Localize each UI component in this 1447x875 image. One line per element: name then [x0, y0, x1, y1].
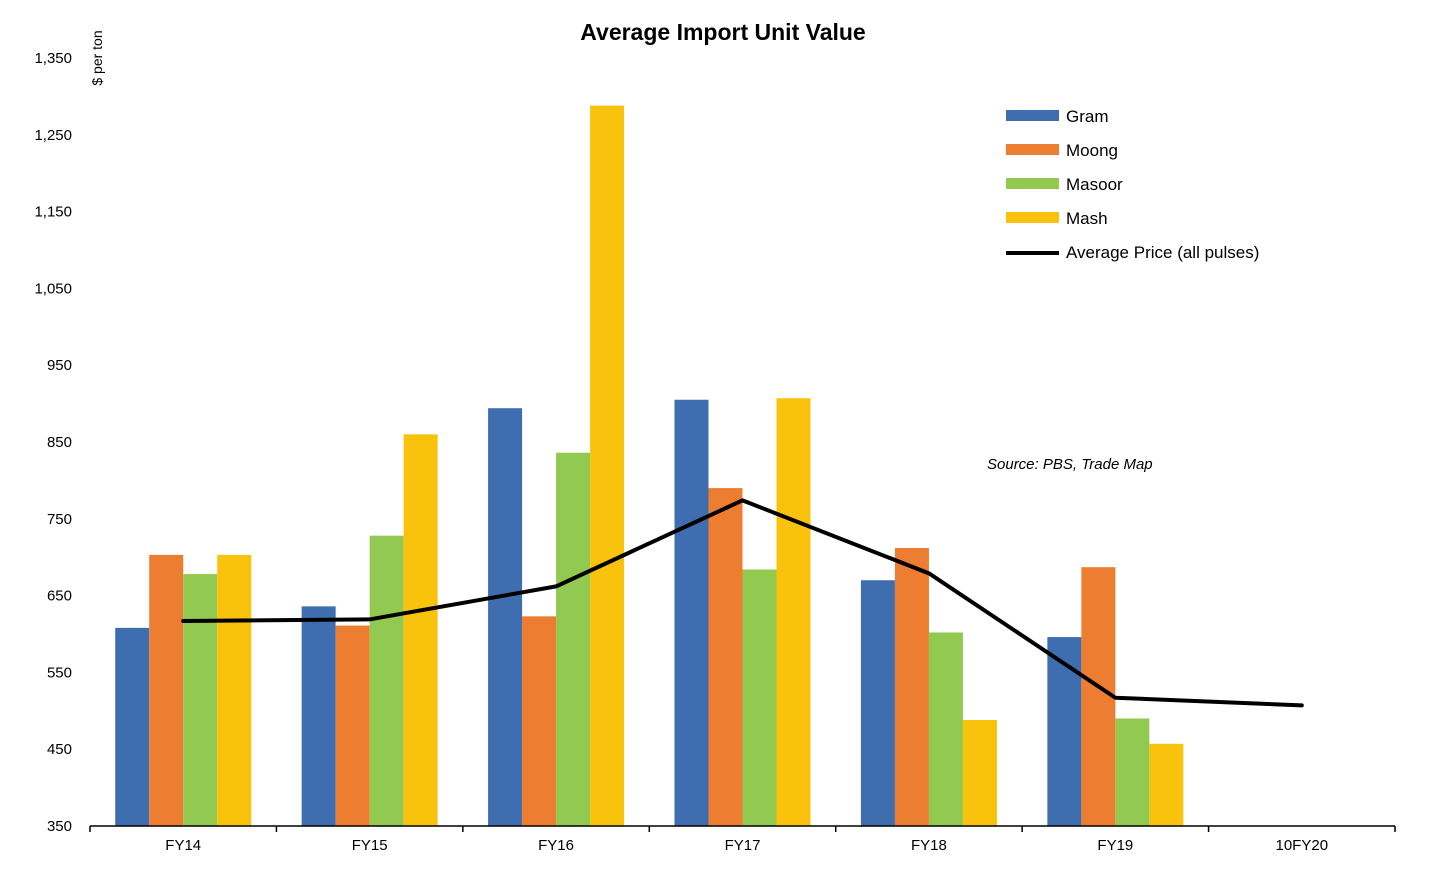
bar-gram-fy14: [115, 627, 150, 826]
legend-swatch-mash: [1006, 212, 1059, 223]
bar-gram-fy17: [674, 399, 709, 826]
y-tick-label: 550: [47, 664, 72, 681]
legend-label-gram: Gram: [1066, 107, 1109, 126]
bar-mash-fy18: [962, 720, 997, 826]
bar-moong-fy16: [522, 616, 557, 826]
bar-masoor-fy19: [1115, 718, 1150, 826]
chart-title: Average Import Unit Value: [580, 19, 865, 45]
bar-moong-fy14: [149, 554, 184, 826]
bar-masoor-fy15: [369, 535, 404, 826]
bar-masoor-fy18: [928, 632, 963, 826]
bar-gram-fy19: [1047, 637, 1082, 826]
x-tick-label: FY18: [911, 837, 947, 854]
y-tick-label: 650: [47, 588, 72, 605]
bar-masoor-fy16: [556, 452, 591, 826]
legend-label-moong: Moong: [1066, 141, 1118, 160]
legend-swatch-moong: [1006, 144, 1059, 155]
legend-swatch-masoor: [1006, 178, 1059, 189]
x-tick-label: FY19: [1097, 837, 1133, 854]
bar-mash-fy17: [776, 398, 811, 826]
bar-gram-fy18: [860, 580, 895, 826]
y-tick-label: 1,050: [34, 280, 72, 297]
legend-label-average-price-all-pulses: Average Price (all pulses): [1066, 243, 1259, 262]
y-tick-label: 450: [47, 741, 72, 758]
bar-gram-fy16: [488, 408, 523, 826]
y-tick-label: 750: [47, 511, 72, 528]
y-tick-label: 850: [47, 434, 72, 451]
x-tick-label: FY14: [165, 837, 201, 854]
bar-masoor-fy17: [742, 569, 777, 826]
bar-moong-fy19: [1081, 567, 1116, 826]
x-tick-label: 10FY20: [1276, 837, 1329, 854]
bar-mash-fy15: [403, 434, 438, 826]
bar-gram-fy15: [301, 606, 336, 826]
y-tick-label: 1,350: [34, 50, 72, 67]
y-tick-label: 1,250: [34, 127, 72, 144]
bar-moong-fy15: [335, 625, 370, 826]
bar-group: [115, 105, 1184, 827]
y-tick-label: 1,150: [34, 204, 72, 221]
legend-label-mash: Mash: [1066, 209, 1108, 228]
x-tick-label: FY15: [352, 837, 388, 854]
legend: Gram Moong Masoor Mash Average Price (all pu…: [1006, 107, 1259, 262]
average-line-group: [181, 498, 1304, 708]
y-axis-ticks: 350 450 550 650 750 850 950 1,050 1,150 1,250 1,35…: [34, 50, 72, 835]
y-axis-label: $ per ton: [89, 30, 105, 85]
source-annotation: Source: PBS, Trade Map: [987, 456, 1153, 473]
x-axis: FY14 FY15 FY16 FY17 FY18 FY19 10FY20: [89, 825, 1396, 854]
legend-swatch-gram: [1006, 110, 1059, 121]
x-tick-label: FY17: [725, 837, 761, 854]
bar-masoor-fy14: [183, 574, 218, 826]
bar-mash-fy14: [217, 554, 252, 826]
legend-label-masoor: Masoor: [1066, 175, 1123, 194]
bar-mash-fy16: [590, 105, 625, 827]
average-price-line: [181, 498, 1304, 708]
bar-mash-fy19: [1149, 743, 1184, 826]
bar-moong-fy18: [894, 547, 929, 826]
y-tick-label: 350: [47, 818, 72, 835]
y-tick-label: 950: [47, 357, 72, 374]
bar-moong-fy17: [708, 488, 743, 826]
x-tick-label: FY16: [538, 837, 574, 854]
